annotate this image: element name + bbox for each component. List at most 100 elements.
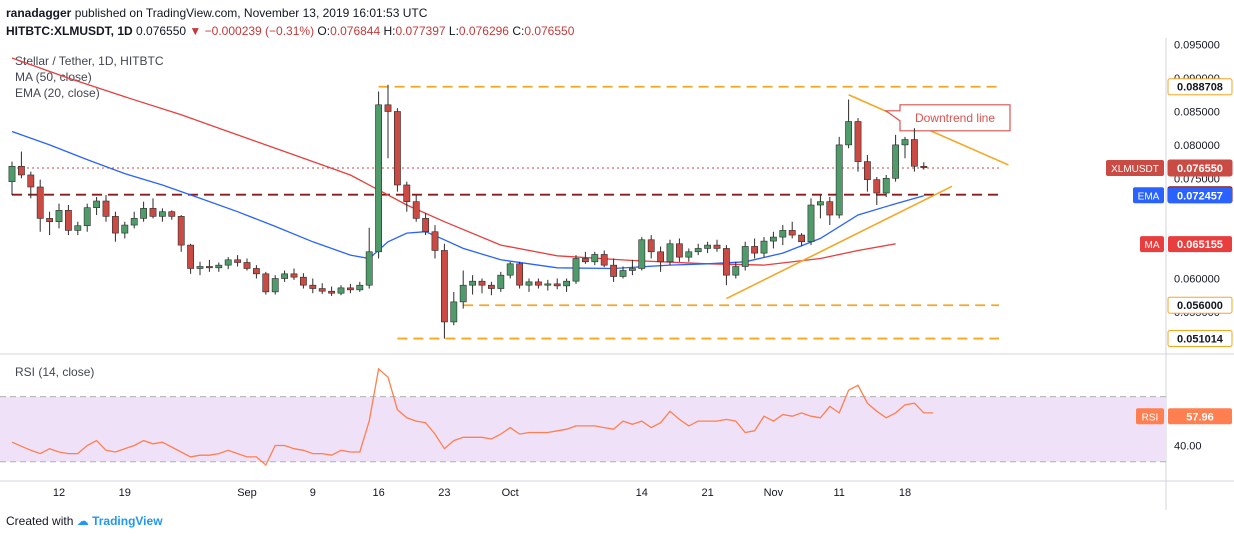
candle-body — [384, 104, 392, 112]
candle-body — [892, 144, 899, 179]
price-change: −0.000239 (−0.31%) — [204, 24, 315, 38]
candle-body — [281, 273, 288, 279]
rsi-band — [0, 396, 1166, 462]
price-tick-label: 0.080000 — [1174, 140, 1220, 152]
rsi-tick-label: 40.00 — [1174, 440, 1202, 452]
horizontal-levels — [12, 85, 999, 340]
candle-body — [863, 161, 871, 180]
candle-body — [74, 225, 82, 231]
indicator-price-box — [1168, 187, 1232, 204]
candle-body — [290, 273, 298, 278]
candle-body — [572, 258, 580, 282]
candle-body — [102, 200, 110, 217]
rsi-value-box — [1168, 408, 1232, 425]
candle-body — [431, 231, 439, 251]
candle-body — [27, 174, 35, 188]
rsi-tag-box — [1136, 408, 1164, 425]
close-value: 0.076550 — [524, 24, 575, 38]
candle-body — [901, 139, 909, 146]
rsi-value-label: 57.96 — [1186, 411, 1214, 423]
legend-ma[interactable]: MA (50, close) — [15, 70, 92, 84]
candle-body — [722, 248, 730, 276]
candle-body — [215, 264, 223, 269]
price-tick-label: 0.060000 — [1174, 274, 1220, 286]
level-price-label: 0.076550 — [1177, 163, 1223, 175]
candle-body — [403, 184, 411, 202]
high-value: 0.077397 — [395, 24, 446, 38]
price-tick-label: 0.095000 — [1174, 40, 1220, 52]
candle-body — [309, 284, 317, 289]
high-label: H: — [383, 24, 396, 38]
candle-body — [196, 266, 204, 269]
candle-body — [610, 264, 617, 277]
candle-body — [581, 258, 589, 263]
indicator-legend: Stellar / Tether, 1D, HITBTC MA (50, clo… — [15, 53, 164, 101]
candle-body — [591, 254, 599, 263]
level-price-label: 0.088708 — [1177, 82, 1223, 94]
candle-body — [835, 144, 843, 216]
candle-body — [469, 280, 476, 286]
uptrend-trendline — [726, 185, 953, 300]
published-info: published on TradingView.com, November 1… — [74, 6, 428, 20]
candle-body — [741, 246, 749, 267]
time-tick-label: 14 — [636, 487, 648, 499]
indicator-tag-box — [1140, 236, 1164, 253]
level-price-box — [1167, 159, 1233, 177]
publisher-name[interactable]: ranadagger — [6, 6, 72, 20]
annotation-text: Downtrend line — [915, 111, 995, 125]
indicator-price-label: 0.065155 — [1177, 239, 1223, 251]
candle-body — [854, 121, 862, 162]
candle-body — [440, 250, 448, 323]
candle-body — [234, 259, 241, 263]
tradingview-logo-icon: ☁ — [76, 514, 89, 528]
level-price-label: 0.051014 — [1177, 334, 1224, 346]
candle-body — [826, 201, 834, 216]
tradingview-brand[interactable]: TradingView — [92, 514, 163, 528]
price-labels: 0.0887080.0560000.0510140.0725450.076550… — [1106, 78, 1233, 348]
candle-body — [271, 278, 279, 293]
open-label: O: — [317, 24, 331, 38]
legend-title: Stellar / Tether, 1D, HITBTC — [15, 54, 164, 68]
candle-body — [149, 208, 157, 217]
annotation-callout — [884, 104, 1011, 132]
candle-body — [769, 236, 777, 242]
candle-body — [299, 276, 307, 286]
candle-body — [328, 290, 335, 294]
symbol-tag: XLMUSDT — [1111, 164, 1159, 175]
candle-body — [751, 246, 758, 254]
candle-body — [487, 284, 495, 289]
time-tick-label: 11 — [833, 487, 844, 499]
candle-body — [534, 281, 542, 286]
time-tick-label: 12 — [53, 487, 65, 499]
candle-body — [356, 284, 364, 291]
candle-body — [713, 244, 721, 249]
symbol-tag-box — [1106, 159, 1164, 176]
price-chart[interactable]: Downtrend line RSI (14, close) 40.00 57.96… — [0, 0, 1234, 510]
candle-body — [845, 121, 852, 146]
candle-body — [112, 216, 119, 234]
low-value: 0.076296 — [458, 24, 509, 38]
candle-body — [553, 283, 561, 287]
candle-body — [177, 216, 185, 246]
legend-ema[interactable]: EMA (20, close) — [15, 86, 100, 100]
time-tick-label: 18 — [899, 487, 911, 499]
candle-body — [93, 200, 100, 208]
open-value: 0.076844 — [330, 24, 381, 38]
candle-body — [478, 280, 486, 286]
candle-body — [187, 244, 194, 269]
candle-body — [666, 243, 674, 263]
candle-body — [732, 266, 740, 276]
candles — [8, 84, 928, 339]
candle-body — [121, 224, 129, 234]
candle-body — [873, 179, 881, 194]
candle-body — [525, 281, 533, 286]
rsi-title: RSI (14, close) — [15, 365, 94, 379]
candle-body — [807, 204, 815, 243]
candle-body — [393, 111, 401, 186]
candle-body — [788, 230, 796, 236]
level-price-label: 0.056000 — [1177, 300, 1223, 312]
candle-body — [55, 210, 63, 223]
candle-body — [262, 273, 270, 293]
candle-body — [159, 211, 166, 217]
trendlines: Downtrend line — [726, 94, 1011, 300]
